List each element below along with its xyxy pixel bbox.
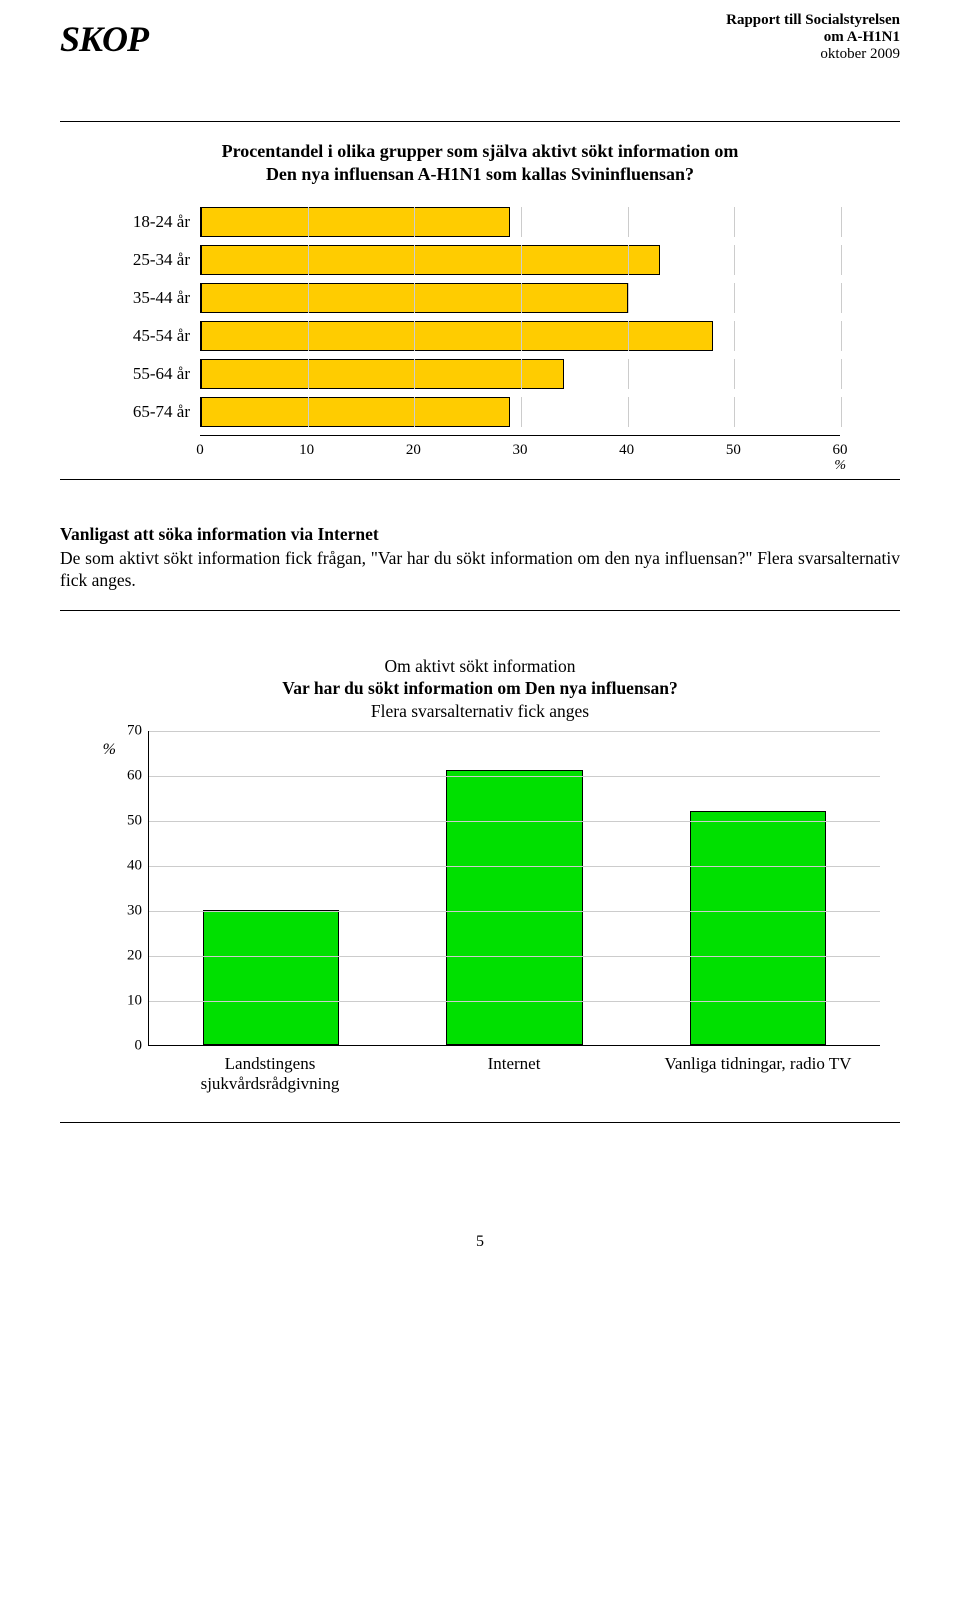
hbar-category-label: 18-24 år	[100, 212, 200, 232]
vchart-xlabel: Landstingens sjukvårdsrådgivning	[148, 1054, 392, 1094]
divider	[60, 121, 900, 122]
vchart-bar	[446, 770, 582, 1045]
vchart-title-line: Flera svarsalternativ fick anges	[80, 700, 880, 723]
body-heading: Vanligast att söka information via Inter…	[60, 524, 900, 546]
divider	[60, 1122, 900, 1123]
vchart-ytick-label: 50	[127, 812, 142, 829]
title-line: Den nya influensan A-H1N1 som kallas Svi…	[80, 163, 880, 186]
vchart-bar	[203, 910, 339, 1045]
hbar-bar	[201, 207, 510, 237]
title-line: Procentandel i olika grupper som själva …	[80, 140, 880, 163]
header-line: om A-H1N1	[60, 29, 900, 46]
hbar-row: 55-64 år	[100, 359, 860, 389]
vchart-column	[393, 731, 637, 1045]
vchart-ytick-label: 40	[127, 857, 142, 874]
hbar-category-label: 35-44 år	[100, 288, 200, 308]
hbar-category-label: 45-54 år	[100, 326, 200, 346]
vchart-xlabel: Vanliga tidningar, radio TV	[636, 1054, 880, 1094]
section1-title: Procentandel i olika grupper som själva …	[60, 140, 900, 185]
vchart-xlabels: Landstingens sjukvårdsrådgivningInternet…	[148, 1054, 880, 1094]
hbar-tick-label: 40	[619, 442, 634, 459]
vchart-yaxis: 010203040506070	[116, 731, 148, 1046]
vchart-bar	[690, 811, 826, 1045]
vchart-ylabel: %	[80, 731, 116, 1046]
vchart-title-line: Om aktivt sökt information	[80, 655, 880, 678]
hbar-row: 65-74 år	[100, 397, 860, 427]
hbar-unit-label: %	[834, 458, 846, 474]
vbar-chart: Om aktivt sökt information Var har du sö…	[80, 655, 880, 1094]
hbar-category-label: 25-34 år	[100, 250, 200, 270]
vchart-xlabel: Internet	[392, 1054, 636, 1094]
hbar-row: 18-24 år	[100, 207, 860, 237]
vchart-ytick-label: 20	[127, 947, 142, 964]
vchart-ytick-label: 30	[127, 902, 142, 919]
hbar-row: 45-54 år	[100, 321, 860, 351]
hbar-bar	[201, 321, 713, 351]
vchart-bars	[149, 731, 880, 1045]
vchart-ytick-label: 10	[127, 992, 142, 1009]
hbar-tick-label: 30	[513, 442, 528, 459]
hbar-bar	[201, 397, 510, 427]
divider	[60, 479, 900, 480]
vchart-title-line: Var har du sökt information om Den nya i…	[80, 677, 880, 700]
hbar-tick-label: 20	[406, 442, 421, 459]
hbar-track	[200, 397, 840, 427]
hbar-chart: 18-24 år 25-34 år 35-44 år 45-54 år 55-64 år…	[100, 207, 860, 463]
hbar-bar	[201, 245, 660, 275]
hbar-track	[200, 207, 840, 237]
hbar-track	[200, 359, 840, 389]
hbar-track	[200, 245, 840, 275]
vchart-title: Om aktivt sökt information Var har du sö…	[80, 655, 880, 723]
hbar-category-label: 55-64 år	[100, 364, 200, 384]
hbar-tick-label: 50	[726, 442, 741, 459]
vchart-ytick-label: 0	[135, 1037, 143, 1054]
hbar-bar	[201, 359, 564, 389]
header-line: Rapport till Socialstyrelsen	[60, 12, 900, 29]
page-number: 5	[60, 1233, 900, 1251]
vchart-column	[636, 731, 880, 1045]
hbar-tick-label: 10	[299, 442, 314, 459]
vchart-column	[149, 731, 393, 1045]
hbar-track	[200, 321, 840, 351]
body-text: De som aktivt sökt information fick fråg…	[60, 548, 900, 590]
hbar-tick-label: 0	[196, 442, 204, 459]
vchart-ytick-label: 70	[127, 722, 142, 739]
hbar-row: 25-34 år	[100, 245, 860, 275]
divider	[60, 610, 900, 611]
body-paragraph: Vanligast att söka information via Inter…	[60, 524, 900, 592]
hbar-tick-label: 60	[833, 442, 848, 459]
hbar-track	[200, 283, 840, 313]
report-header: Rapport till Socialstyrelsen om A-H1N1 o…	[60, 12, 900, 63]
vchart-plot	[148, 731, 880, 1046]
hbar-category-label: 65-74 år	[100, 402, 200, 422]
hbar-row: 35-44 år	[100, 283, 860, 313]
header-line: oktober 2009	[60, 46, 900, 63]
vchart-body: % 010203040506070	[80, 731, 880, 1046]
vchart-ytick-label: 60	[127, 767, 142, 784]
